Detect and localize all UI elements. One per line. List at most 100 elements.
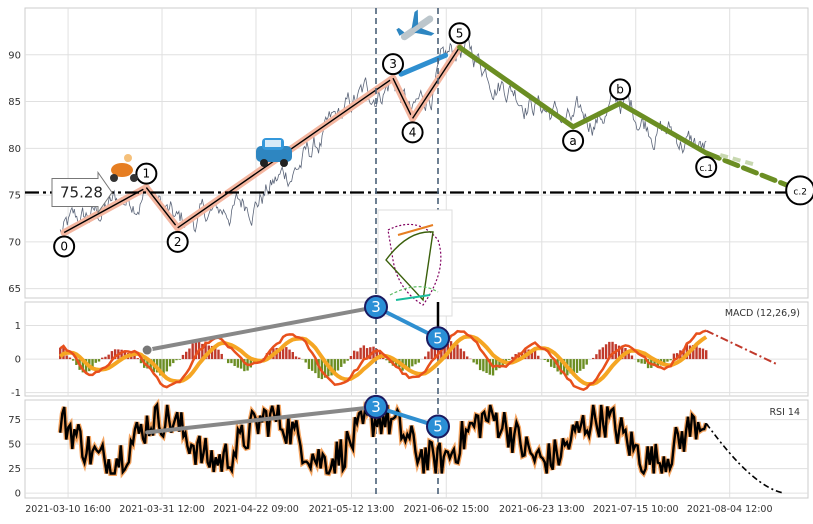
wave-point-label: c.1 [699,164,713,174]
wave-marker-label: 3 [371,398,381,416]
macd-histogram-bar [227,359,229,363]
macd-histogram-bar [72,359,74,361]
macd-histogram-bar [363,345,365,359]
wave-point-label: c.2 [793,187,807,197]
macd-histogram-bar [356,351,358,359]
macd-histogram-bar [353,351,355,359]
macd-histogram-bar [598,350,600,360]
macd-histogram-bar [411,359,413,366]
macd-histogram-bar [230,359,232,363]
macd-histogram-bar [637,359,639,362]
wave-point-label: b [616,82,624,96]
macd-histogram-bar [98,359,100,361]
macd-histogram-bar [237,359,239,368]
macd-histogram-bar [233,359,235,366]
macd-histogram-bar [476,359,478,364]
macd-histogram-bar [595,354,597,359]
macd-histogram-bar [311,359,313,371]
macd-histogram-bar [424,357,426,360]
macd-histogram-bar [582,359,584,369]
macd-histogram-bar [172,359,174,363]
x-tick-label: 2021-07-15 10:00 [593,504,679,515]
macd-histogram-bar [482,359,484,371]
macd-histogram-bar [576,359,578,373]
macd-histogram-bar [343,359,345,364]
macd-histogram-bar [631,356,633,360]
rsi-panel-title: RSI 14 [769,407,800,418]
x-tick-label: 2021-03-31 12:00 [119,504,205,515]
macd-histogram-bar [101,358,103,359]
macd-histogram-bar [666,359,668,362]
x-tick-label: 2021-06-23 13:00 [499,504,585,515]
macd-y-tick-label: -1 [11,388,21,399]
price-y-tick-label: 85 [8,97,21,108]
macd-histogram-bar [418,359,420,363]
macd-histogram-bar [350,356,352,359]
macd-histogram-bar [137,358,139,359]
macd-histogram-bar [669,359,671,360]
wave-marker-label: 5 [433,417,443,435]
rsi-y-tick-label: 50 [8,440,21,451]
macd-histogram-bar [550,359,552,367]
macd-histogram-bar [340,359,342,367]
macd-histogram-bar [705,350,707,359]
macd-histogram-bar [308,359,310,369]
macd-histogram-bar [430,348,432,359]
macd-histogram-bar [217,350,219,359]
macd-histogram-bar [191,343,193,359]
wave-point-label: 4 [409,125,417,139]
rsi-y-tick-label: 75 [8,415,21,426]
macd-histogram-bar [346,359,348,361]
macd-histogram-bar [508,359,510,360]
macd-histogram-bar [292,352,294,359]
macd-histogram-bar [466,356,468,359]
macd-divergence-start [142,345,152,355]
wave-point-label: 5 [456,26,464,40]
pattern-thumbnail [378,210,452,316]
macd-histogram-bar [298,358,300,359]
price-y-tick-label: 65 [8,284,21,295]
wave-point-label: a [569,134,576,148]
macd-histogram-bar [337,359,339,370]
macd-histogram-bar [69,358,71,359]
wave-point-label: 1 [143,167,151,181]
macd-histogram-bar [479,359,481,370]
macd-histogram-bar [463,351,465,359]
macd-histogram-bar [305,359,307,362]
macd-histogram-bar [414,359,416,364]
macd-histogram-bar [602,347,604,359]
macd-histogram-bar [460,349,462,359]
macd-histogram-bar [537,356,539,359]
macd-histogram-bar [179,359,181,360]
x-tick-label: 2021-06-02 15:00 [403,504,489,515]
price-y-tick-label: 80 [8,144,21,155]
macd-histogram-bar [592,358,594,359]
macd-histogram-bar [485,359,487,373]
macd-histogram-bar [166,359,168,371]
macd-histogram-bar [65,355,67,359]
macd-histogram-bar [702,349,704,359]
macd-histogram-bar [221,354,223,359]
macd-histogram-bar [107,355,109,359]
macd-histogram-bar [185,352,187,359]
macd-histogram-bar [95,359,97,363]
x-tick-label: 2021-03-10 16:00 [25,504,111,515]
macd-histogram-bar [188,349,190,360]
macd-histogram-bar [285,347,287,359]
macd-histogram-bar [472,359,474,362]
price-y-tick-label: 90 [8,50,21,61]
price-y-tick-label: 75 [8,191,21,202]
macd-histogram-bar [359,348,361,359]
macd-histogram-bar [605,344,607,359]
macd-histogram-bar [427,352,429,360]
macd-histogram-bar [175,359,177,360]
rsi-y-tick-label: 25 [8,464,21,475]
macd-panel-title: MACD (12,26,9) [725,308,800,319]
wave-marker-label: 3 [371,298,381,316]
price-y-tick-label: 70 [8,237,21,248]
x-tick-label: 2021-08-04 12:00 [687,504,773,515]
macd-y-tick-label: 1 [15,321,21,332]
macd-histogram-bar [544,359,546,360]
